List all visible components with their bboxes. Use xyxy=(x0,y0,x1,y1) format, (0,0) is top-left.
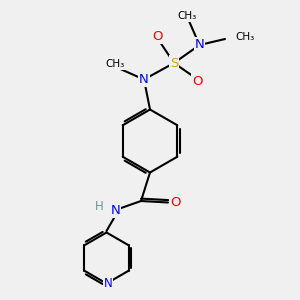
Text: O: O xyxy=(152,30,163,44)
Text: N: N xyxy=(103,277,112,290)
Text: N: N xyxy=(139,73,149,86)
Text: N: N xyxy=(195,38,204,52)
Text: N: N xyxy=(111,203,120,217)
Text: CH₃: CH₃ xyxy=(236,32,255,43)
Text: H: H xyxy=(94,200,103,213)
Text: S: S xyxy=(170,56,178,70)
Text: O: O xyxy=(170,196,181,209)
Text: CH₃: CH₃ xyxy=(106,59,125,69)
Text: CH₃: CH₃ xyxy=(178,11,197,22)
Text: O: O xyxy=(192,74,202,88)
